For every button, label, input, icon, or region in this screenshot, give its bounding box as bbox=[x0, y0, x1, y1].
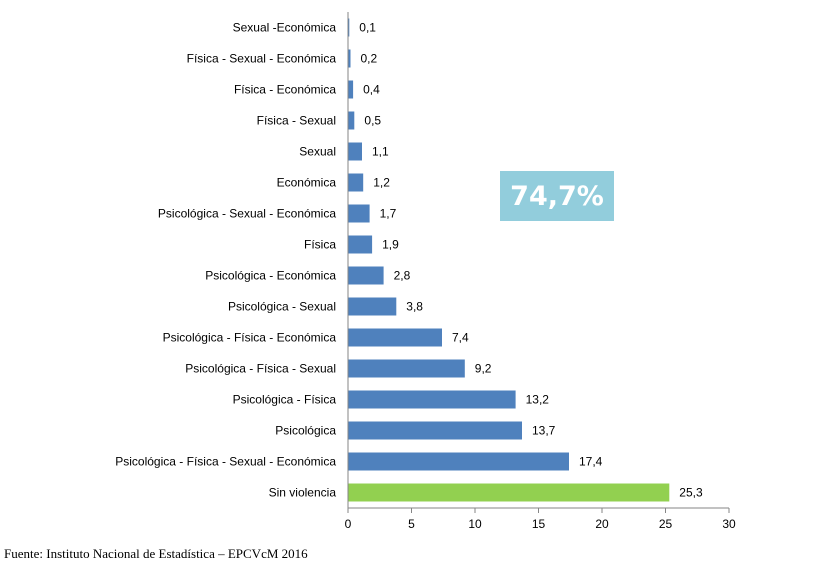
x-tick-label: 20 bbox=[595, 517, 609, 531]
bar bbox=[348, 421, 522, 440]
data-label: 1,9 bbox=[382, 238, 399, 252]
bar bbox=[348, 142, 362, 161]
data-label: 1,1 bbox=[372, 145, 389, 159]
category-label: Psicológica - Física - Económica bbox=[163, 331, 337, 345]
data-label: 2,8 bbox=[394, 269, 411, 283]
data-label: 0,4 bbox=[363, 83, 380, 97]
data-label: 0,2 bbox=[361, 52, 378, 66]
data-label: 1,7 bbox=[380, 207, 397, 221]
data-label: 9,2 bbox=[475, 362, 492, 376]
category-label: Psicológica bbox=[275, 424, 336, 438]
bar bbox=[348, 18, 350, 37]
data-label: 7,4 bbox=[452, 331, 469, 345]
source-note: Fuente: Instituto Nacional de Estadístic… bbox=[4, 546, 308, 561]
category-label: Psicológica - Física - Sexual bbox=[185, 362, 336, 376]
axis-layer: 0 5 10 15 20 25 30 bbox=[345, 12, 736, 531]
category-label: Económica bbox=[277, 176, 337, 190]
bar bbox=[348, 80, 354, 99]
x-tick-label: 10 bbox=[468, 517, 482, 531]
category-label: Psicológica - Física - Sexual - Económic… bbox=[115, 455, 336, 469]
bar bbox=[348, 328, 442, 347]
bars-layer: Sexual -Económica 0,1 Física - Sexual - Ec… bbox=[115, 18, 703, 502]
data-label: 25,3 bbox=[679, 486, 703, 500]
x-tick-label: 0 bbox=[345, 517, 352, 531]
x-tick-label: 15 bbox=[532, 517, 546, 531]
data-label: 3,8 bbox=[406, 300, 423, 314]
bar bbox=[348, 173, 364, 192]
data-label: 13,2 bbox=[526, 393, 550, 407]
bar bbox=[348, 204, 370, 223]
bar bbox=[348, 390, 516, 409]
bar bbox=[348, 235, 373, 254]
category-label: Psicológica - Económica bbox=[205, 269, 336, 283]
category-label: Física - Sexual - Económica bbox=[187, 52, 337, 66]
x-tick-label: 30 bbox=[722, 517, 736, 531]
bar bbox=[348, 49, 351, 68]
category-label: Física - Sexual bbox=[257, 114, 336, 128]
data-label: 1,2 bbox=[373, 176, 390, 190]
category-label: Psicológica - Física bbox=[233, 393, 337, 407]
category-label: Sin violencia bbox=[269, 486, 337, 500]
category-label: Psicológica - Sexual bbox=[228, 300, 336, 314]
category-label: Física - Económica bbox=[234, 83, 336, 97]
category-label: Psicológica - Sexual - Económica bbox=[158, 207, 336, 221]
x-tick-label: 25 bbox=[659, 517, 673, 531]
category-label: Sexual -Económica bbox=[233, 21, 337, 35]
bar bbox=[348, 266, 384, 285]
data-label: 13,7 bbox=[532, 424, 556, 438]
total-annotation-callout: 74,7% bbox=[500, 171, 614, 221]
category-label: Sexual bbox=[299, 145, 336, 159]
bar bbox=[348, 297, 397, 316]
bar bbox=[348, 483, 670, 502]
bar bbox=[348, 359, 465, 378]
bar bbox=[348, 111, 355, 130]
data-label: 0,1 bbox=[359, 21, 376, 35]
data-label: 17,4 bbox=[579, 455, 603, 469]
category-label: Física bbox=[304, 238, 336, 252]
x-tick-label: 5 bbox=[408, 517, 415, 531]
data-label: 0,5 bbox=[364, 114, 381, 128]
bar bbox=[348, 452, 569, 471]
